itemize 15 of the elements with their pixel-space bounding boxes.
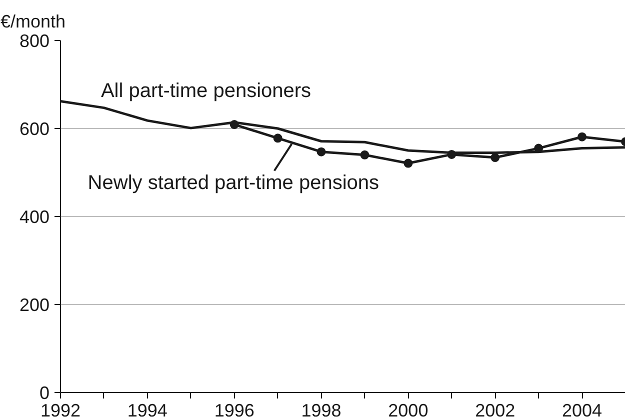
x-tick-label: 2002 [475,400,516,419]
y-tick-label: 200 [19,295,50,315]
x-tick-label: 2000 [388,400,428,419]
y-tick-label: 800 [19,31,50,51]
x-tick-label: 2004 [562,400,602,419]
x-tick-label: 1996 [214,400,254,419]
x-tick-label: 1998 [301,400,342,419]
y-tick-label: 400 [19,207,50,227]
legend-label: Newly started part-time pensions [88,172,380,194]
x-tick-label: 1994 [127,400,168,419]
y-tick-label: 600 [19,119,50,139]
y-tick-label: 0 [39,383,50,403]
y-axis-title: €/month [0,12,66,32]
series-label: All part-time pensioners [100,80,312,102]
x-tick-label: 1992 [40,400,81,419]
